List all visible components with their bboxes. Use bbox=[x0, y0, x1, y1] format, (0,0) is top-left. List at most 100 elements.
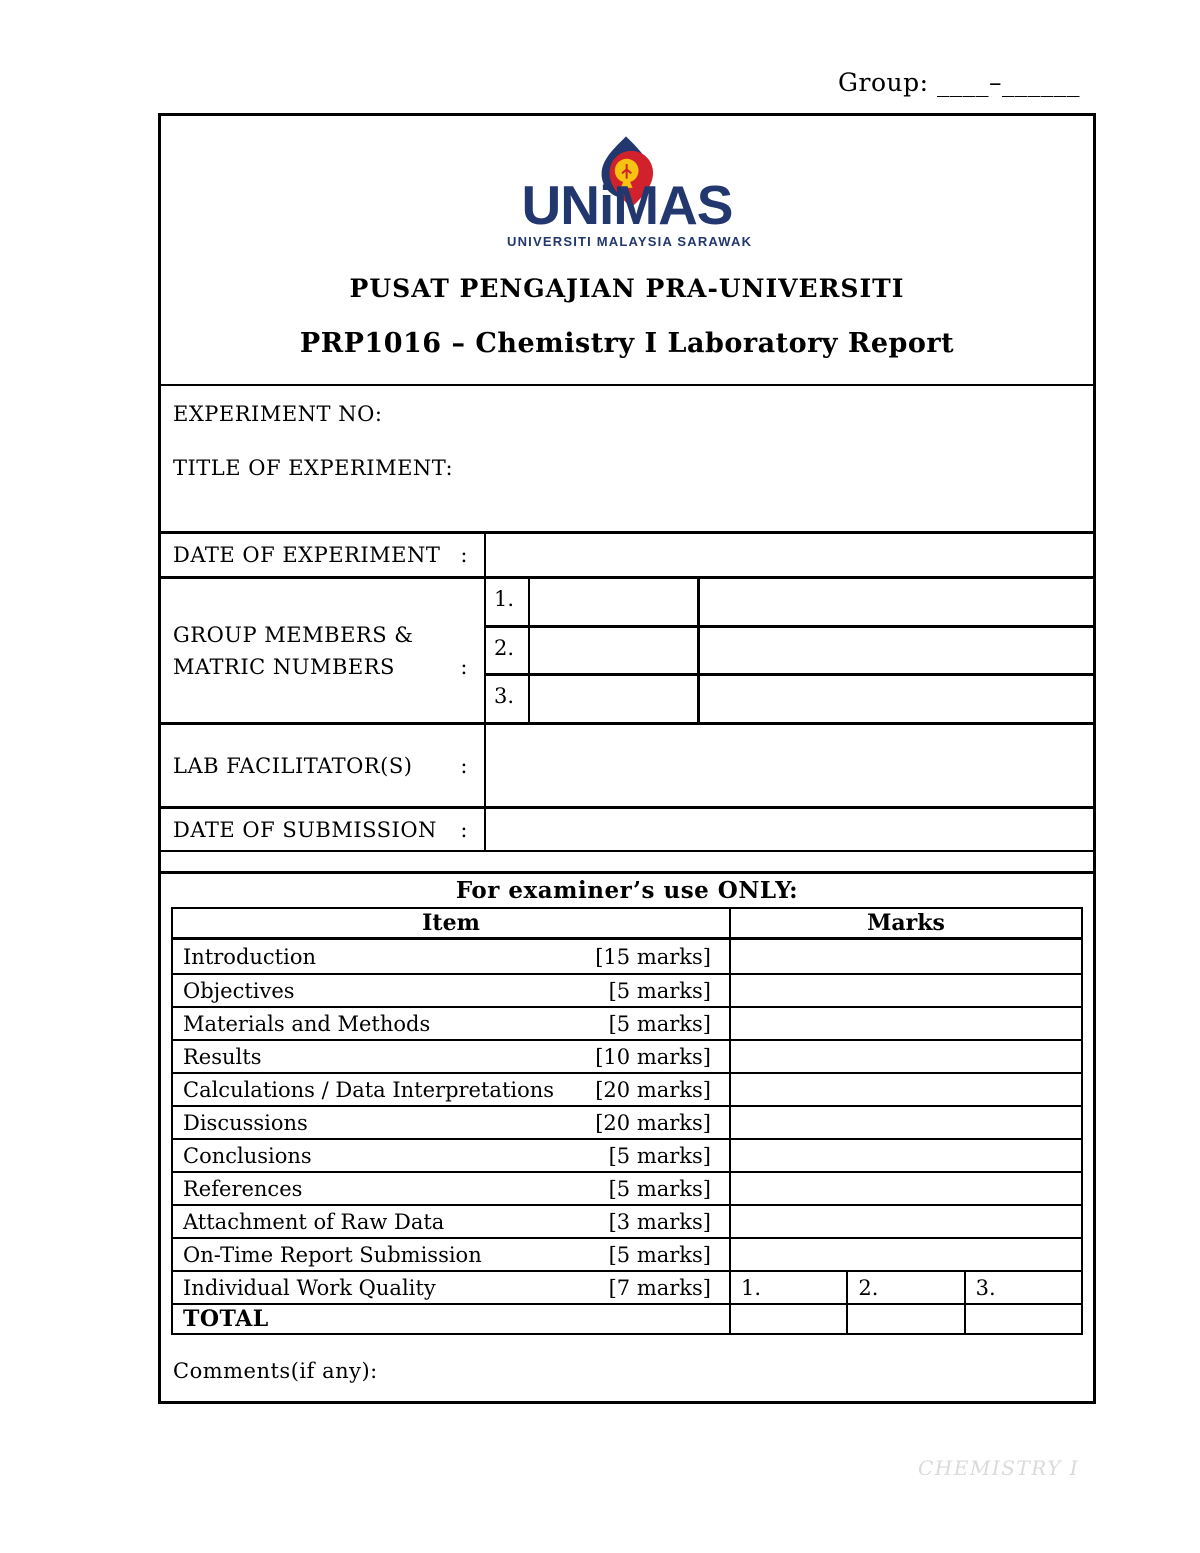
table-row-calculations: Calculations / Data Interpretations [20 m… bbox=[173, 1072, 1081, 1105]
group-members-label-line2: MATRIC NUMBERS bbox=[173, 654, 395, 679]
date-of-experiment-row: DATE OF EXPERIMENT : bbox=[161, 531, 1093, 576]
total-label: TOTAL bbox=[183, 1306, 269, 1332]
col-header-item: Item bbox=[173, 909, 731, 937]
member-matric-cell[interactable] bbox=[700, 676, 1093, 722]
date-of-submission-value-cell[interactable] bbox=[486, 809, 1093, 850]
table-row-materials-methods: Materials and Methods [5 marks] bbox=[173, 1006, 1081, 1039]
marks-table-header: Item Marks bbox=[173, 909, 1081, 940]
individual-marks-cells: 1. 2. 3. bbox=[731, 1272, 1081, 1303]
group-members-section: GROUP MEMBERS & MATRIC NUMBERS : 1. 2. 3… bbox=[161, 576, 1093, 723]
marks-entry-cell[interactable] bbox=[731, 1041, 1081, 1072]
colon: : bbox=[460, 543, 468, 567]
member-row-2: 2. bbox=[486, 624, 1093, 674]
item-name: Calculations / Data Interpretations bbox=[183, 1077, 555, 1102]
marks-entry-cell[interactable] bbox=[731, 1206, 1081, 1237]
table-row-on-time-submission: On-Time Report Submission [5 marks] bbox=[173, 1237, 1081, 1270]
item-name: Objectives bbox=[183, 978, 295, 1003]
lab-facilitator-value-cell[interactable] bbox=[486, 725, 1093, 806]
marks-entry-cell[interactable] bbox=[731, 1008, 1081, 1039]
unimas-emblem-icon bbox=[601, 136, 654, 208]
group-members-label-line1: GROUP MEMBERS & bbox=[173, 622, 414, 647]
col-header-marks: Marks bbox=[867, 910, 945, 936]
lab-facilitator-label-cell: LAB FACILITATOR(S) : bbox=[161, 725, 486, 806]
date-of-experiment-value-cell[interactable] bbox=[486, 534, 1093, 576]
marks-entry-cell[interactable] bbox=[731, 1107, 1081, 1138]
item-name: Attachment of Raw Data bbox=[183, 1209, 445, 1234]
item-weight: [5 marks] bbox=[608, 978, 711, 1003]
group-members-label-cell: GROUP MEMBERS & MATRIC NUMBERS : bbox=[161, 579, 486, 722]
marks-entry-cell[interactable] bbox=[731, 1074, 1081, 1105]
item-weight: [5 marks] bbox=[608, 1242, 711, 1267]
item-name: Materials and Methods bbox=[183, 1011, 431, 1036]
member-name-cell[interactable] bbox=[530, 579, 700, 625]
date-of-submission-label: DATE OF SUBMISSION bbox=[173, 817, 437, 842]
total-marks-cells bbox=[731, 1305, 1081, 1333]
date-of-submission-label-cell: DATE OF SUBMISSION : bbox=[161, 809, 486, 850]
member2-mark-cell[interactable]: 2. bbox=[846, 1272, 963, 1303]
member2-total-cell[interactable] bbox=[846, 1305, 963, 1333]
title-of-experiment-label: TITLE OF EXPERIMENT: bbox=[173, 456, 454, 480]
item-weight: [5 marks] bbox=[608, 1011, 711, 1036]
member-name-cell[interactable] bbox=[530, 627, 700, 674]
comments-label: Comments(if any): bbox=[173, 1359, 378, 1383]
date-of-experiment-label: DATE OF EXPERIMENT bbox=[173, 543, 441, 567]
item-weight: [20 marks] bbox=[595, 1110, 711, 1135]
unimas-tagline: UNIVERSITI MALAYSIA SARAWAK bbox=[507, 234, 753, 249]
experiment-no-label: EXPERIMENT NO: bbox=[173, 402, 383, 426]
unimas-wordmark: UNiMAS bbox=[521, 174, 734, 236]
examiner-section: For examiner’s use ONLY: Item Marks Intr… bbox=[161, 871, 1093, 1401]
table-row-conclusions: Conclusions [5 marks] bbox=[173, 1138, 1081, 1171]
marks-entry-cell[interactable] bbox=[731, 1140, 1081, 1171]
item-weight: [7 marks] bbox=[608, 1275, 711, 1300]
report-cover-form: UNiMAS UNIVERSITI MALAYSIA SARAWAK PUSAT… bbox=[158, 113, 1096, 1404]
member3-mark-cell[interactable]: 3. bbox=[963, 1272, 1081, 1303]
member-number: 3. bbox=[486, 676, 530, 723]
item-weight: [5 marks] bbox=[608, 1143, 711, 1168]
item-name: Introduction bbox=[183, 944, 316, 969]
member-matric-cell[interactable] bbox=[700, 579, 1093, 625]
unimas-logo: UNiMAS UNIVERSITI MALAYSIA SARAWAK bbox=[507, 134, 753, 252]
date-of-submission-row: DATE OF SUBMISSION : bbox=[161, 806, 1093, 850]
group-blank-line[interactable]: Group: ____–______ bbox=[838, 68, 1080, 97]
marks-entry-cell[interactable] bbox=[731, 975, 1081, 1006]
item-name: References bbox=[183, 1176, 303, 1201]
item-name: Conclusions bbox=[183, 1143, 312, 1168]
date-of-experiment-label-cell: DATE OF EXPERIMENT : bbox=[161, 534, 486, 576]
member1-total-cell[interactable] bbox=[731, 1305, 846, 1333]
experiment-info-section: EXPERIMENT NO: TITLE OF EXPERIMENT: bbox=[161, 384, 1093, 531]
member1-mark-cell[interactable]: 1. bbox=[741, 1276, 762, 1300]
table-row-objectives: Objectives [5 marks] bbox=[173, 973, 1081, 1006]
item-name: On-Time Report Submission bbox=[183, 1242, 482, 1267]
lab-facilitator-label: LAB FACILITATOR(S) bbox=[173, 753, 413, 778]
member3-total-cell[interactable] bbox=[963, 1305, 1081, 1333]
member-number: 2. bbox=[486, 627, 530, 674]
course-report-title: PRP1016 – Chemistry I Laboratory Report bbox=[299, 328, 955, 359]
marks-table: Item Marks Introduction [15 marks] Object… bbox=[171, 907, 1083, 1335]
member-matric-cell[interactable] bbox=[700, 628, 1093, 674]
table-row-raw-data: Attachment of Raw Data [3 marks] bbox=[173, 1204, 1081, 1237]
member-row-3: 3. bbox=[486, 673, 1093, 723]
colon: : bbox=[460, 753, 468, 778]
table-row-introduction: Introduction [15 marks] bbox=[173, 940, 1081, 973]
colon: : bbox=[460, 655, 468, 679]
item-weight: [5 marks] bbox=[608, 1176, 711, 1201]
item-name: Individual Work Quality bbox=[183, 1275, 436, 1300]
item-name: Results bbox=[183, 1044, 262, 1069]
table-row-total: TOTAL bbox=[173, 1303, 1081, 1333]
item-weight: [10 marks] bbox=[595, 1044, 711, 1069]
table-row-individual-quality: Individual Work Quality [7 marks] 1. 2. 3… bbox=[173, 1270, 1081, 1303]
marks-entry-cell[interactable] bbox=[731, 940, 1081, 973]
lab-facilitator-row: LAB FACILITATOR(S) : bbox=[161, 722, 1093, 806]
colon: : bbox=[460, 817, 468, 842]
item-name: Discussions bbox=[183, 1110, 308, 1135]
form-header: UNiMAS UNIVERSITI MALAYSIA SARAWAK PUSAT… bbox=[161, 116, 1093, 384]
member-name-cell[interactable] bbox=[530, 676, 700, 723]
chemistry-watermark: CHEMISTRY I bbox=[918, 1456, 1080, 1480]
table-row-references: References [5 marks] bbox=[173, 1171, 1081, 1204]
marks-entry-cell[interactable] bbox=[731, 1239, 1081, 1270]
item-weight: [15 marks] bbox=[595, 944, 711, 969]
member-row-1: 1. bbox=[486, 579, 1093, 625]
table-row-results: Results [10 marks] bbox=[173, 1039, 1081, 1072]
member-number: 1. bbox=[486, 579, 530, 625]
marks-entry-cell[interactable] bbox=[731, 1173, 1081, 1204]
